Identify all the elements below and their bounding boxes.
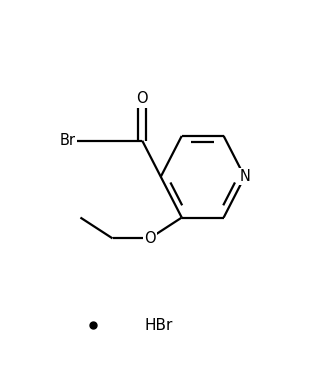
Text: O: O bbox=[144, 231, 155, 246]
Text: N: N bbox=[239, 169, 250, 184]
Text: HBr: HBr bbox=[145, 318, 173, 333]
Text: O: O bbox=[136, 92, 148, 106]
Text: Br: Br bbox=[60, 133, 76, 148]
